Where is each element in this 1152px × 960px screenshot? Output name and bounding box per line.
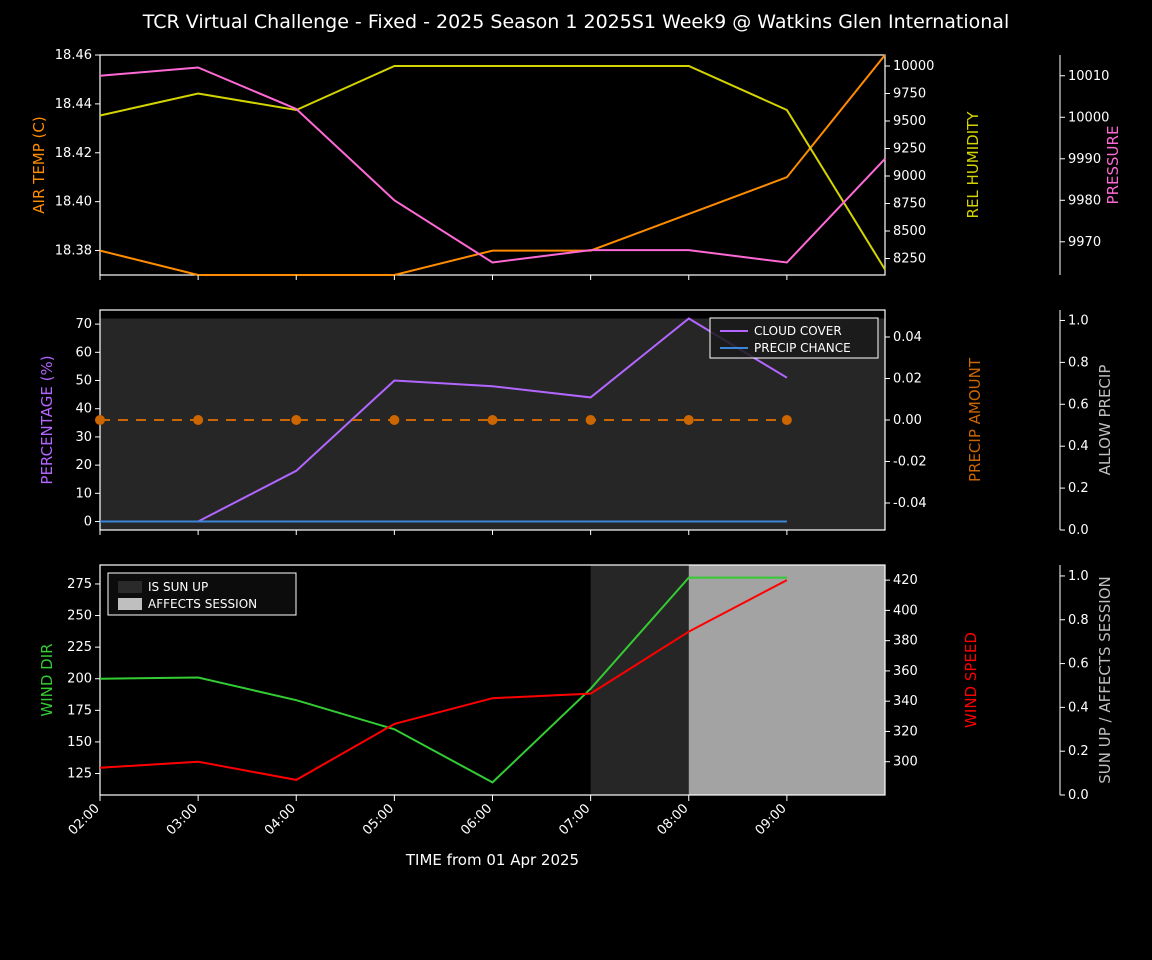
svg-text:150: 150 <box>67 735 92 750</box>
x-axis-label: TIME from 01 Apr 2025 <box>405 851 579 869</box>
wind-speed-axis-label: WIND SPEED <box>962 632 980 728</box>
svg-text:125: 125 <box>67 767 92 782</box>
precip-amount-marker <box>95 415 105 425</box>
svg-text:275: 275 <box>67 577 92 592</box>
svg-text:200: 200 <box>67 672 92 687</box>
svg-text:0.02: 0.02 <box>893 371 922 386</box>
precip-amount-marker <box>193 415 203 425</box>
svg-text:30: 30 <box>75 430 92 445</box>
svg-text:360: 360 <box>893 664 918 679</box>
percentage-axis-label: PERCENTAGE (%) <box>38 355 56 484</box>
svg-text:0: 0 <box>84 515 92 530</box>
svg-text:18.46: 18.46 <box>55 48 92 63</box>
svg-text:1.0: 1.0 <box>1068 313 1089 328</box>
svg-text:-0.02: -0.02 <box>893 455 927 470</box>
svg-text:9500: 9500 <box>893 114 926 129</box>
precip-amount-marker <box>586 415 596 425</box>
svg-text:CLOUD COVER: CLOUD COVER <box>754 324 842 338</box>
svg-text:340: 340 <box>893 694 918 709</box>
svg-text:50: 50 <box>75 374 92 389</box>
svg-text:18.42: 18.42 <box>55 146 92 161</box>
svg-text:0.0: 0.0 <box>1068 523 1089 538</box>
svg-text:0.2: 0.2 <box>1068 744 1089 759</box>
panel3-legend: IS SUN UP AFFECTS SESSION <box>108 573 296 615</box>
svg-text:-0.04: -0.04 <box>893 496 927 511</box>
svg-text:18.40: 18.40 <box>55 195 92 210</box>
precip-amount-marker <box>291 415 301 425</box>
svg-text:9000: 9000 <box>893 169 926 184</box>
wind-dir-axis-label: WIND DIR <box>38 643 56 716</box>
svg-text:9750: 9750 <box>893 87 926 102</box>
pressure-axis-label: PRESSURE <box>1104 126 1122 205</box>
svg-text:9980: 9980 <box>1068 193 1101 208</box>
chart-title: TCR Virtual Challenge - Fixed - 2025 Sea… <box>142 11 1009 33</box>
svg-text:10000: 10000 <box>893 59 934 74</box>
svg-text:IS SUN UP: IS SUN UP <box>148 580 208 594</box>
svg-text:175: 175 <box>67 703 92 718</box>
svg-text:300: 300 <box>893 755 918 770</box>
weather-chart: TCR Virtual Challenge - Fixed - 2025 Sea… <box>0 0 1152 960</box>
svg-text:18.44: 18.44 <box>55 97 92 112</box>
svg-text:AFFECTS SESSION: AFFECTS SESSION <box>148 597 257 611</box>
sun-up-shade <box>591 565 689 795</box>
svg-text:9250: 9250 <box>893 142 926 157</box>
svg-text:70: 70 <box>75 317 92 332</box>
svg-text:40: 40 <box>75 402 92 417</box>
svg-text:20: 20 <box>75 458 92 473</box>
svg-text:320: 320 <box>893 724 918 739</box>
precip-amount-marker <box>782 415 792 425</box>
precip-amount-marker <box>488 415 498 425</box>
affects-session-shade <box>689 565 885 795</box>
panel2-legend: CLOUD COVER PRECIP CHANCE <box>710 318 878 358</box>
precip-amount-marker <box>684 415 694 425</box>
svg-text:250: 250 <box>67 609 92 624</box>
allow-precip-axis-label: ALLOW PRECIP <box>1096 365 1114 476</box>
svg-text:400: 400 <box>893 603 918 618</box>
svg-text:1.0: 1.0 <box>1068 569 1089 584</box>
svg-text:60: 60 <box>75 345 92 360</box>
svg-text:0.4: 0.4 <box>1068 700 1089 715</box>
svg-text:9990: 9990 <box>1068 152 1101 167</box>
svg-text:0.6: 0.6 <box>1068 397 1089 412</box>
svg-text:380: 380 <box>893 634 918 649</box>
svg-text:8750: 8750 <box>893 197 926 212</box>
svg-text:0.6: 0.6 <box>1068 657 1089 672</box>
svg-text:10: 10 <box>75 486 92 501</box>
svg-text:420: 420 <box>893 573 918 588</box>
svg-text:0.0: 0.0 <box>1068 788 1089 803</box>
svg-text:PRECIP CHANCE: PRECIP CHANCE <box>754 341 851 355</box>
svg-text:0.04: 0.04 <box>893 330 922 345</box>
precip-amount-marker <box>389 415 399 425</box>
svg-text:225: 225 <box>67 640 92 655</box>
svg-text:18.38: 18.38 <box>55 244 92 259</box>
svg-text:0.8: 0.8 <box>1068 613 1089 628</box>
svg-text:8250: 8250 <box>893 252 926 267</box>
svg-text:10010: 10010 <box>1068 69 1109 84</box>
air-temp-axis-label: AIR TEMP (C) <box>30 116 48 213</box>
svg-text:0.00: 0.00 <box>893 413 922 428</box>
svg-text:9970: 9970 <box>1068 235 1101 250</box>
svg-text:8500: 8500 <box>893 224 926 239</box>
svg-text:0.4: 0.4 <box>1068 439 1089 454</box>
rel-humidity-axis-label: REL HUMIDITY <box>964 111 982 219</box>
svg-text:0.8: 0.8 <box>1068 355 1089 370</box>
svg-text:10000: 10000 <box>1068 110 1109 125</box>
sun-up-axis-label: SUN UP / AFFECTS SESSION <box>1096 576 1114 784</box>
precip-amount-axis-label: PRECIP AMOUNT <box>966 357 984 482</box>
svg-text:0.2: 0.2 <box>1068 481 1089 496</box>
